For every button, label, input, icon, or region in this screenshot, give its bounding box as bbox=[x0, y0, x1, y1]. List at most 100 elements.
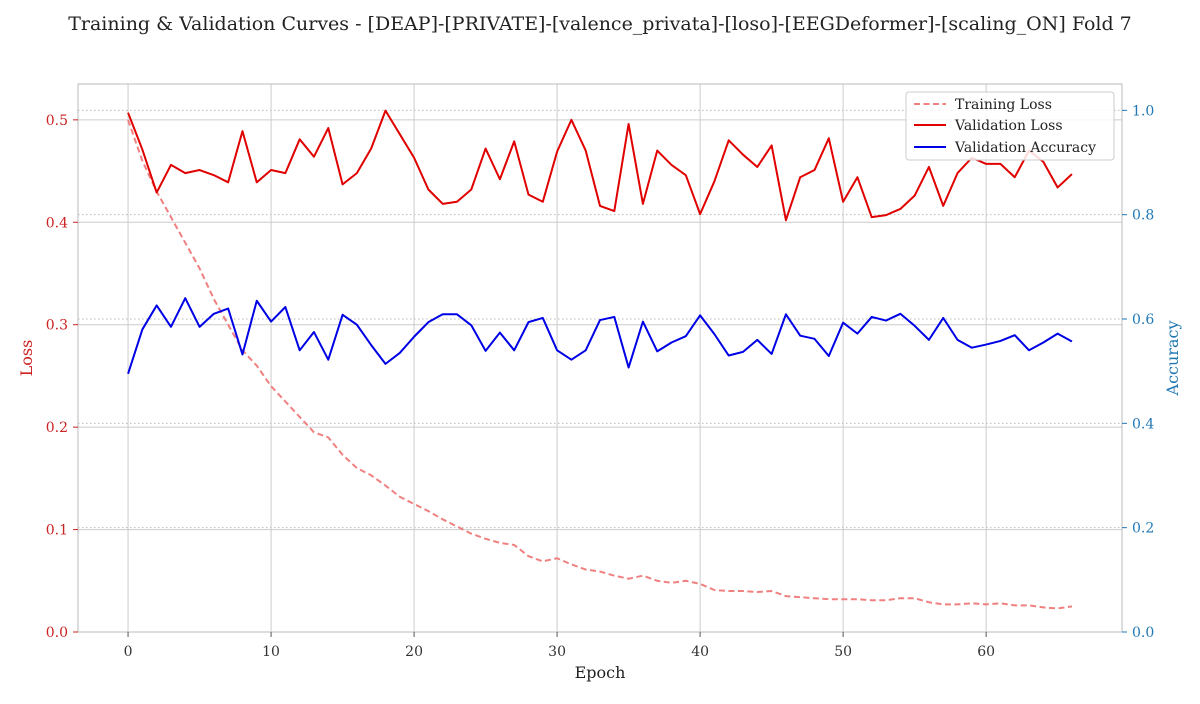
right-y-tick-label: 0.4 bbox=[1132, 416, 1154, 432]
validation-loss-point bbox=[184, 172, 186, 174]
training-loss-point bbox=[913, 597, 915, 599]
validation-accuracy-point bbox=[642, 320, 644, 322]
legend: Training Loss Validation Loss Validation… bbox=[905, 91, 1115, 161]
validation-accuracy-point bbox=[427, 321, 429, 323]
training-loss-point bbox=[499, 542, 501, 544]
validation-loss-point bbox=[170, 164, 172, 166]
validation-accuracy-point bbox=[670, 341, 672, 343]
right-y-tick-label: 1.0 bbox=[1132, 103, 1154, 119]
validation-loss-point bbox=[713, 180, 715, 182]
validation-accuracy-point bbox=[756, 339, 758, 341]
grid-layer bbox=[78, 84, 1122, 633]
training-loss-point bbox=[1014, 604, 1016, 606]
validation-loss-point bbox=[685, 174, 687, 176]
validation-accuracy-point bbox=[384, 363, 386, 365]
training-loss-point bbox=[313, 431, 315, 433]
validation-loss-point bbox=[756, 166, 758, 168]
training-loss-point bbox=[699, 583, 701, 585]
validation-loss-point bbox=[942, 205, 944, 207]
validation-loss-point bbox=[227, 181, 229, 183]
validation-loss-point bbox=[127, 111, 129, 113]
validation-loss-point bbox=[613, 210, 615, 212]
training-loss-point bbox=[370, 474, 372, 476]
validation-loss-point bbox=[527, 193, 529, 195]
training-loss-point bbox=[384, 484, 386, 486]
validation-loss-point bbox=[313, 156, 315, 158]
training-loss-point bbox=[427, 510, 429, 512]
validation-accuracy-point bbox=[1028, 349, 1030, 351]
validation-loss-point bbox=[284, 172, 286, 174]
validation-accuracy-point bbox=[484, 350, 486, 352]
validation-accuracy-point bbox=[942, 317, 944, 319]
training-loss-point bbox=[227, 324, 229, 326]
training-loss-point bbox=[1028, 604, 1030, 606]
validation-accuracy-point bbox=[298, 349, 300, 351]
training-loss-point bbox=[585, 568, 587, 570]
validation-loss-point bbox=[913, 194, 915, 196]
validation-accuracy-point bbox=[685, 335, 687, 337]
validation-loss-point bbox=[441, 203, 443, 205]
training-loss-point bbox=[413, 503, 415, 505]
validation-loss-point bbox=[456, 201, 458, 203]
validation-accuracy-point bbox=[871, 316, 873, 318]
validation-loss-point bbox=[785, 219, 787, 221]
legend-validation-accuracy-label: Validation Accuracy bbox=[954, 140, 1096, 156]
validation-accuracy-point bbox=[170, 326, 172, 328]
right-y-tick-label: 0.6 bbox=[1132, 312, 1154, 328]
validation-accuracy-point bbox=[627, 366, 629, 368]
left-y-tick-label: 0.1 bbox=[46, 523, 68, 539]
training-loss-point bbox=[828, 598, 830, 600]
training-loss-point bbox=[1071, 605, 1073, 607]
training-loss-point bbox=[456, 525, 458, 527]
training-loss-point bbox=[542, 560, 544, 562]
right-y-tick-label: 0.2 bbox=[1132, 521, 1154, 537]
validation-accuracy-point bbox=[1042, 341, 1044, 343]
validation-accuracy-point bbox=[127, 373, 129, 375]
training-loss-point bbox=[713, 589, 715, 591]
right-y-axis-label: Accuracy bbox=[1163, 321, 1182, 397]
training-loss-point bbox=[141, 160, 143, 162]
training-loss-point bbox=[627, 578, 629, 580]
validation-loss-point bbox=[670, 164, 672, 166]
validation-accuracy-point bbox=[284, 306, 286, 308]
validation-accuracy-point bbox=[413, 336, 415, 338]
validation-accuracy-point bbox=[542, 317, 544, 319]
training-loss-point bbox=[756, 591, 758, 593]
validation-loss-point bbox=[699, 213, 701, 215]
training-loss-point bbox=[942, 603, 944, 605]
validation-accuracy-point bbox=[770, 353, 772, 355]
validation-accuracy-point bbox=[842, 321, 844, 323]
training-loss-point bbox=[770, 590, 772, 592]
validation-loss-point bbox=[399, 133, 401, 135]
validation-loss-point bbox=[427, 188, 429, 190]
training-loss-point bbox=[127, 119, 129, 121]
validation-loss-point bbox=[198, 169, 200, 171]
training-loss-point bbox=[871, 599, 873, 601]
validation-loss-point bbox=[413, 157, 415, 159]
validation-accuracy-point bbox=[556, 349, 558, 351]
validation-loss-point bbox=[1042, 161, 1044, 163]
validation-accuracy-point bbox=[656, 350, 658, 352]
training-loss-point bbox=[341, 454, 343, 456]
validation-loss-point bbox=[985, 163, 987, 165]
validation-accuracy-point bbox=[585, 349, 587, 351]
validation-accuracy-point bbox=[928, 339, 930, 341]
chart-title: Training & Validation Curves - [DEAP]-[P… bbox=[68, 13, 1132, 35]
validation-loss-point bbox=[356, 172, 358, 174]
validation-accuracy-point bbox=[155, 304, 157, 306]
training-loss-point bbox=[270, 385, 272, 387]
validation-loss-point bbox=[270, 169, 272, 171]
training-loss-line bbox=[127, 119, 1073, 610]
training-loss-point bbox=[856, 598, 858, 600]
validation-accuracy-point bbox=[327, 359, 329, 361]
validation-accuracy-point bbox=[356, 324, 358, 326]
validation-loss-point bbox=[1056, 186, 1058, 188]
validation-accuracy-point bbox=[313, 331, 315, 333]
validation-accuracy-point bbox=[470, 324, 472, 326]
legend-validation-loss-label: Validation Loss bbox=[954, 118, 1063, 134]
training-loss-point bbox=[985, 603, 987, 605]
left-y-tick-label: 0.5 bbox=[46, 113, 68, 129]
validation-accuracy-point bbox=[885, 319, 887, 321]
validation-loss-line bbox=[127, 109, 1073, 222]
